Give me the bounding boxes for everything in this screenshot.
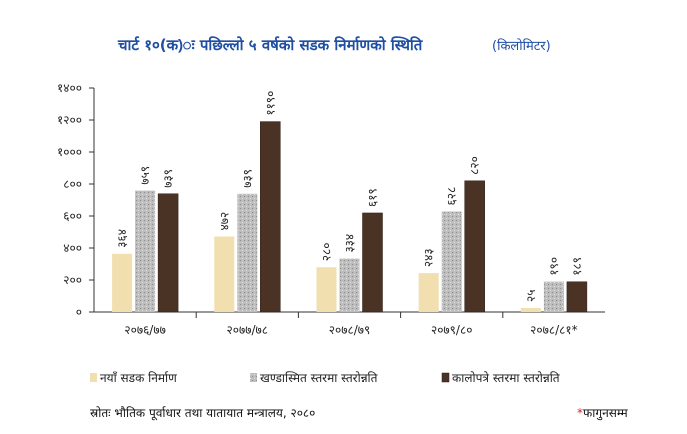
- bar-3: [362, 212, 383, 313]
- bar-1: [112, 253, 133, 312]
- chart-title: चार्ट १०(क)ः पछिल्लो ५ वर्षको सडक निर्मा…: [117, 36, 424, 54]
- bar-2: [135, 190, 156, 312]
- footnote: *फागुनसम्म: [577, 406, 628, 421]
- footnote-star: *: [577, 406, 583, 420]
- data-label: २४३: [422, 248, 436, 267]
- bar-3: [260, 121, 281, 313]
- y-tick-label: ०: [76, 305, 82, 319]
- bar-2: [339, 258, 360, 312]
- bar-3: [464, 180, 485, 313]
- y-tick-label: २००: [63, 273, 82, 287]
- y-tick-label: १२००: [57, 113, 82, 127]
- bar-1: [214, 236, 235, 312]
- bar-3: [566, 281, 588, 313]
- legend-swatch-1: [90, 373, 97, 382]
- y-tick-label: १४००: [57, 81, 82, 95]
- bar-2: [441, 211, 462, 312]
- data-label: ८२०: [468, 156, 482, 175]
- data-label: १८९: [570, 257, 584, 276]
- legend-swatch-2: [250, 373, 257, 382]
- data-label: २५: [524, 290, 538, 302]
- x-category-label: २०७७/७८: [227, 323, 268, 337]
- data-label: ७३९: [240, 169, 254, 188]
- bar-2: [237, 193, 258, 312]
- bar-1: [520, 308, 541, 312]
- data-label: ३३४: [343, 234, 357, 253]
- bar-2: [543, 281, 564, 312]
- x-category-label: २०७८/७९: [329, 323, 370, 337]
- bar-3: [157, 193, 179, 313]
- data-label: ३६४: [115, 229, 129, 248]
- legend-label-3: कालोपत्रे स्तरमा स्तरोन्नति: [452, 371, 561, 385]
- legend-label-2: खण्डास्मित स्तरमा स्तरोन्नति: [260, 371, 379, 385]
- data-label: ११९०: [263, 91, 277, 116]
- y-tick-label: १०००: [57, 145, 82, 159]
- data-label: ७३९: [161, 169, 175, 188]
- y-tick-label: ६००: [63, 209, 82, 223]
- bars: ३६४ ७५९ ७३९ ४७२ ७३९ ११९० २८० ३३४ ६१९ २४३ ६२८ ८२० २५ १…: [112, 91, 588, 313]
- axes: ० २०० ४०० ६०० ८०० १००० १२०० १४०० २०७६/७७ २०७७/७८ २…: [57, 81, 605, 337]
- source-note: स्रोतः भौतिक पूर्वाधार तथा यातायात मन्त्…: [90, 406, 315, 421]
- data-label: ४७२: [217, 212, 231, 231]
- data-label: ७५९: [138, 166, 152, 185]
- legend-label-1: नयाँ सडक निर्माण: [100, 371, 177, 385]
- y-tick-label: ८००: [63, 177, 82, 191]
- data-label: ६१९: [366, 188, 380, 207]
- legend: नयाँ सडक निर्माण खण्डास्मित स्तरमा स्तरोन…: [90, 371, 561, 385]
- footnote-text: फागुनसम्म: [583, 406, 628, 421]
- x-category-label: २०७९/८०: [431, 323, 472, 337]
- x-category-label: २०७६/७७: [124, 323, 165, 337]
- data-label: ६२८: [445, 187, 459, 206]
- y-tick-label: ४००: [63, 241, 82, 255]
- bar-1: [316, 267, 337, 312]
- data-label: २८०: [320, 242, 334, 261]
- chart-unit: (किलोमिटर): [492, 38, 551, 54]
- data-label: १९०: [547, 257, 561, 276]
- legend-swatch-3: [441, 372, 450, 383]
- x-category-label: २०७८/८१*: [530, 323, 577, 337]
- bar-1: [418, 273, 439, 312]
